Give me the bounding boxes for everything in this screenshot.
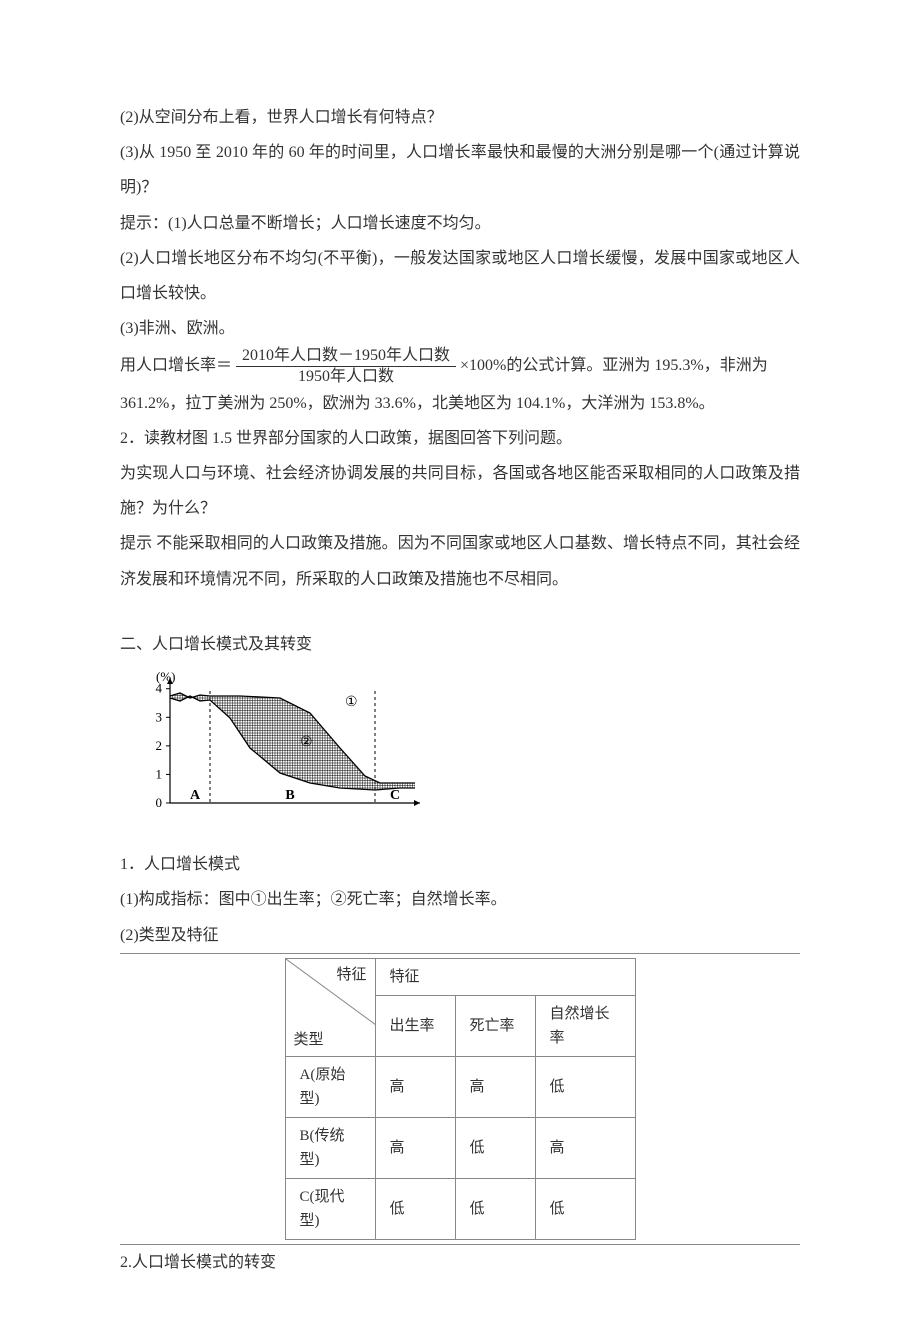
paragraph-2b: 为实现人口与环境、社会经济协调发展的共同目标，各国或各地区能否采取相同的人口政策… [120,456,800,526]
table-row: C(现代型)低低低 [285,1178,635,1239]
header-features: 特征 [375,958,635,995]
cell: 低 [535,1178,635,1239]
svg-text:3: 3 [156,709,163,724]
row-label: C(现代型) [285,1178,375,1239]
svg-text:1: 1 [156,766,163,781]
col-header: 出生率 [375,995,455,1056]
cell: 高 [375,1056,455,1117]
svg-text:0: 0 [156,795,163,810]
cell: 高 [455,1056,535,1117]
sub-1: 1．人口增长模式 [120,847,800,882]
population-model-chart: 01234(%)ABC①② [140,668,800,841]
section-2-heading: 二、人口增长模式及其转变 [120,627,800,662]
formula-line-1: 用人口增长率＝ 2010年人口数－1950年人口数 1950年人口数 ×100%… [120,346,800,385]
sub-1b: (2)类型及特征 [120,918,800,953]
fraction-denominator: 1950年人口数 [292,367,400,386]
svg-text:②: ② [300,735,313,750]
formula-prefix: 用人口增长率＝ [120,348,232,383]
cell: 低 [375,1178,455,1239]
formula-suffix-a: ×100%的公式计算。亚洲为 195.3%，非洲为 [460,348,768,383]
svg-text:2: 2 [156,738,163,753]
types-table: 特征类型特征出生率死亡率自然增长率A(原始型)高高低B(传统型)高低高C(现代型… [285,958,636,1240]
sub-1a: (1)构成指标：图中①出生率；②死亡率；自然增长率。 [120,882,800,917]
svg-text:B: B [285,788,294,803]
table-row: B(传统型)高低高 [285,1117,635,1178]
hint-2: (2)人口增长地区分布不均匀(不平衡)，一般发达国家或地区人口增长缓慢，发展中国… [120,241,800,311]
cell: 低 [455,1117,535,1178]
table-row: A(原始型)高高低 [285,1056,635,1117]
sub-2: 2.人口增长模式的转变 [120,1245,800,1280]
svg-text:①: ① [345,695,358,710]
row-label: A(原始型) [285,1056,375,1117]
cell: 高 [375,1117,455,1178]
hint-1: 提示：(1)人口总量不断增长；人口增长速度不均匀。 [120,206,800,241]
diag-header-cell: 特征类型 [285,958,375,1056]
fraction: 2010年人口数－1950年人口数 1950年人口数 [236,346,456,385]
paragraph-2a: 2．读教材图 1.5 世界部分国家的人口政策，据图回答下列问题。 [120,421,800,456]
fraction-numerator: 2010年人口数－1950年人口数 [236,346,456,366]
row-label: B(传统型) [285,1117,375,1178]
question-2: (2)从空间分布上看，世界人口增长有何特点？ [120,100,800,135]
cell: 高 [535,1117,635,1178]
hint-3: (3)非洲、欧洲。 [120,311,800,346]
col-header: 死亡率 [455,995,535,1056]
svg-text:(%): (%) [156,669,176,684]
question-3: (3)从 1950 至 2010 年的 60 年的时间里，人口增长率最快和最慢的… [120,135,800,205]
col-header: 自然增长率 [535,995,635,1056]
formula-line-2: 361.2%，拉丁美洲为 250%，欧洲为 33.6%，北美地区为 104.1%… [120,386,800,421]
cell: 低 [455,1178,535,1239]
svg-text:A: A [190,788,201,803]
table-wrapper: 特征类型特征出生率死亡率自然增长率A(原始型)高高低B(传统型)高低高C(现代型… [120,953,800,1245]
svg-text:C: C [390,788,400,803]
cell: 低 [535,1056,635,1117]
paragraph-2c: 提示 不能采取相同的人口政策及措施。因为不同国家或地区人口基数、增长特点不同，其… [120,526,800,596]
